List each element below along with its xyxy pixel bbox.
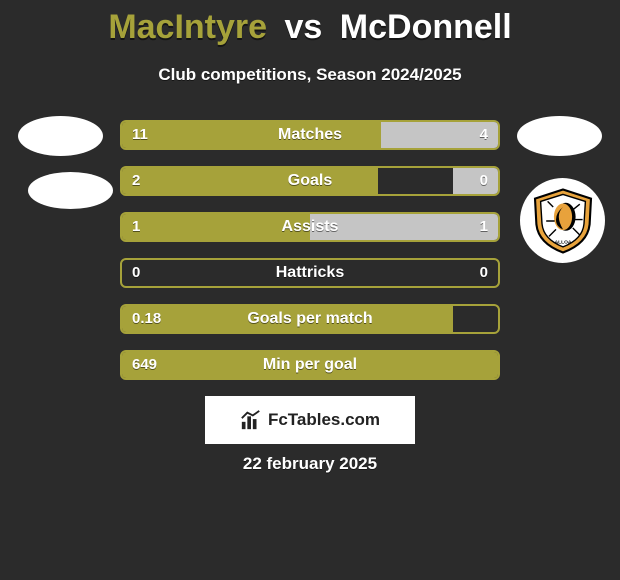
shield-icon: ALLOA (528, 186, 598, 256)
stat-value-left: 1 (132, 214, 140, 240)
stat-label: Hattricks (122, 260, 498, 286)
subtitle: Club competitions, Season 2024/2025 (0, 65, 620, 85)
team-badge-right-1 (517, 116, 602, 156)
stat-value-left: 0 (132, 260, 140, 286)
title-player1: MacIntyre (108, 8, 267, 46)
stat-value-right: 1 (480, 214, 488, 240)
team-badge-left-1 (18, 116, 103, 156)
stat-row: Hattricks0 0 (120, 258, 500, 288)
title: MacIntyre vs McDonnell (0, 8, 620, 47)
stat-value-right: 0 (480, 260, 488, 286)
stat-label: Min per goal (122, 352, 498, 378)
stats-block: Matches114Goals20Assists11Hattricks00Goa… (120, 120, 500, 396)
stat-row: Goals2 0 (120, 166, 500, 196)
footer-brand-text: FcTables.com (268, 410, 380, 430)
chart-icon (240, 409, 262, 431)
stat-value-right: 4 (480, 122, 488, 148)
stat-row: Min per goal649 (120, 350, 500, 380)
title-player2: McDonnell (340, 8, 512, 46)
stat-label: Assists (122, 214, 498, 240)
svg-text:ALLOA: ALLOA (554, 239, 571, 245)
team-badge-right-2: ALLOA (520, 178, 605, 263)
stat-row: Goals per match0.18 (120, 304, 500, 334)
date-text: 22 february 2025 (0, 454, 620, 474)
stat-value-right: 0 (480, 168, 488, 194)
stat-label: Goals (122, 168, 498, 194)
stat-value-left: 0.18 (132, 306, 161, 332)
stat-row: Matches11 4 (120, 120, 500, 150)
stat-label: Goals per match (122, 306, 498, 332)
title-vs: vs (285, 8, 323, 46)
footer-brand: FcTables.com (205, 396, 415, 444)
stat-value-left: 2 (132, 168, 140, 194)
stat-label: Matches (122, 122, 498, 148)
stat-value-left: 11 (132, 122, 148, 148)
stat-value-left: 649 (132, 352, 157, 378)
stat-row: Assists1 1 (120, 212, 500, 242)
comparison-infographic: MacIntyre vs McDonnell Club competitions… (0, 0, 620, 580)
team-badge-left-2 (28, 172, 113, 209)
